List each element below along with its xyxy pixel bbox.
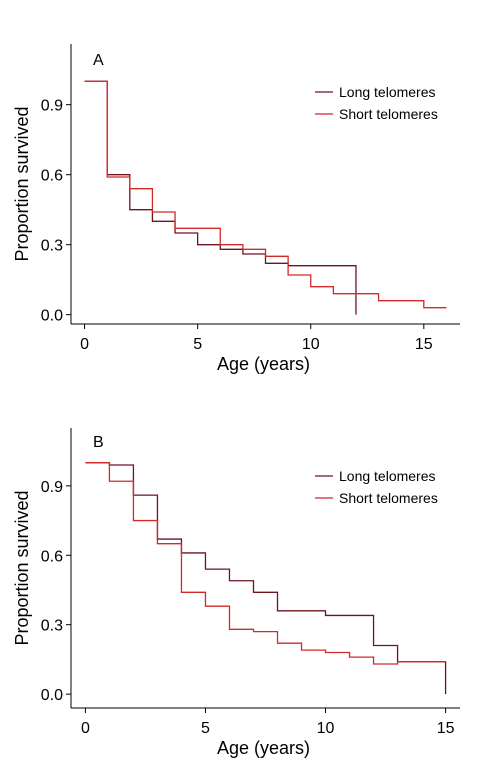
panel-label: A: [93, 52, 104, 69]
y-tick-label: 0.6: [41, 548, 63, 565]
y-tick-label: 0.6: [41, 168, 63, 185]
y-tick-label: 0.3: [41, 618, 63, 635]
x-axis-title: Age (years): [217, 354, 310, 374]
y-tick-label: 0.9: [41, 479, 63, 496]
x-tick-label: 5: [201, 720, 210, 737]
x-tick-label: 10: [302, 336, 320, 353]
series-line-short-telomeres: [85, 462, 446, 665]
y-axis-title: Proportion survived: [12, 490, 32, 645]
y-tick-label: 0.3: [41, 238, 63, 255]
chart-panel-b: 0 5 10 15 0.0 0.3 0.6 0.9 Age (years) Proportion …: [12, 428, 460, 758]
legend-label: Long telomeres: [339, 468, 436, 484]
panel-label: B: [93, 434, 104, 451]
x-tick-label: 0: [81, 720, 90, 737]
x-axis-title: Age (years): [217, 738, 310, 758]
series-line-long-telomeres: [85, 462, 447, 695]
series-line-short-telomeres: [84, 80, 447, 309]
x-tick-label: 15: [437, 720, 455, 737]
x-tick-label: 10: [317, 720, 335, 737]
legend-label: Short telomeres: [339, 106, 438, 122]
x-tick-label: 5: [193, 336, 202, 353]
series-line-long-telomeres: [84, 80, 357, 315]
y-axis-title: Proportion survived: [12, 106, 32, 261]
x-tick-label: 15: [415, 336, 433, 353]
legend-label: Short telomeres: [339, 490, 438, 506]
y-tick-label: 0.9: [41, 98, 63, 115]
legend-label: Long telomeres: [339, 84, 436, 100]
chart-panel-a: 0 5 10 15 0.0 0.3 0.6 0.9 Age (years) Proportion …: [12, 44, 460, 374]
y-tick-label: 0.0: [41, 687, 63, 704]
x-tick-label: 0: [80, 336, 89, 353]
y-tick-label: 0.0: [41, 308, 63, 325]
